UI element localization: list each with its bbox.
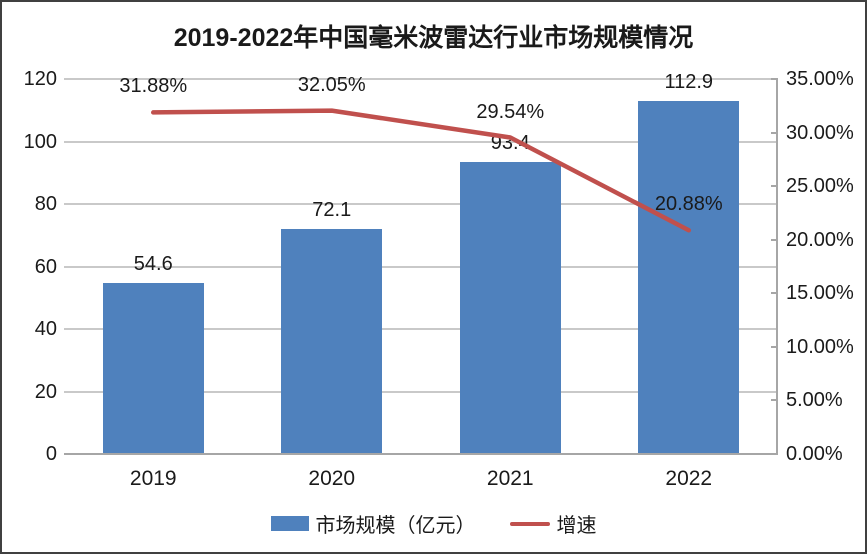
right-y-axis-line [776,79,778,455]
legend-item-market-size: 市场规模（亿元） [270,509,476,538]
right-axis-tick-mark [771,345,778,348]
growth-label-2020: 32.05% [297,73,366,96]
right-axis-tick-mark [771,238,778,241]
right-axis-tick-label: 35.00% [786,68,854,90]
right-axis-tick-mark [771,399,778,402]
right-axis-tick-label: 25.00% [786,175,854,198]
bar-2022 [638,101,740,453]
bar-value-label-2020: 72.1 [312,198,352,221]
gridline [64,78,778,80]
legend: 市场规模（亿元） 增速 [2,509,865,538]
line-series-swatch-icon [509,521,550,526]
x-axis-line [64,453,778,455]
right-axis-tick-label: 20.00% [786,228,854,251]
left-axis-tick-label: 120 [23,68,57,90]
left-axis-tick-label: 60 [34,255,57,278]
right-axis-tick-label: 15.00% [786,282,854,305]
left-axis-tick-label: 80 [34,193,57,215]
x-axis-label-2021: 2021 [486,467,534,490]
right-axis-tick-mark [771,185,778,188]
legend-label-market-size: 市场规模（亿元） [315,515,476,537]
chart-title: 2019-2022年中国毫米波雷达行业市场规模情况 [173,24,694,52]
gridline [64,328,778,330]
left-axis-tick-label: 20 [34,380,57,403]
x-axis-label-2020: 2020 [308,467,356,490]
gridline [64,390,778,393]
x-axis-label-2019: 2019 [129,467,177,490]
right-axis-tick-label: 0.00% [786,443,843,465]
bar-value-label-2021: 93.4 [490,132,530,155]
right-axis-tick-mark [771,78,778,80]
bar-value-label-2019: 54.6 [133,253,173,276]
right-axis-tick-mark [771,292,778,295]
left-axis-tick-label: 100 [23,130,57,153]
growth-label-2021: 29.54% [476,100,545,123]
bar-series-swatch-icon [270,516,309,531]
right-axis-tick-label: 30.00% [786,121,854,144]
growth-label-2022: 20.88% [654,193,723,216]
legend-item-growth: 增速 [509,509,597,538]
right-axis-tick-label: 10.00% [786,335,854,358]
gridline [64,265,778,268]
bar-2021 [459,162,561,453]
bar-2020 [281,228,383,453]
growth-label-2019: 31.88% [119,75,188,98]
left-axis-tick-label: 0 [45,443,57,465]
legend-label-growth: 增速 [556,515,597,537]
bar-2019 [102,283,204,453]
bar-value-label-2022: 112.9 [664,71,714,94]
left-axis-tick-label: 40 [34,318,57,340]
right-axis-tick-mark [771,131,778,134]
x-axis-label-2022: 2022 [665,467,713,490]
right-axis-tick-label: 5.00% [786,389,843,412]
